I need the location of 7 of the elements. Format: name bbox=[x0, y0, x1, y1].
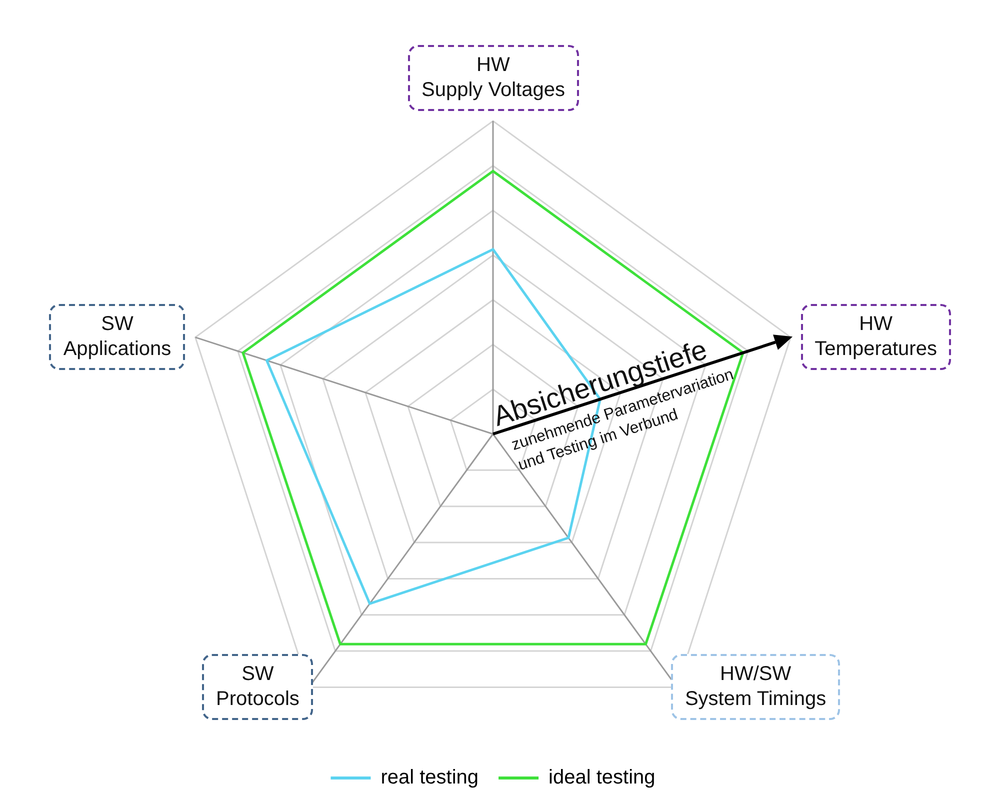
spoke-label: HW Supply Voltages bbox=[408, 45, 579, 111]
legend-label: real testing bbox=[380, 766, 479, 789]
spoke-label: SW Applications bbox=[49, 304, 186, 370]
spoke-label: SW Protocols bbox=[202, 654, 314, 720]
spoke-label: HW Temperatures bbox=[800, 304, 951, 370]
spoke-label: HW/SW System Timings bbox=[670, 654, 840, 720]
legend-label: ideal testing bbox=[548, 766, 656, 789]
